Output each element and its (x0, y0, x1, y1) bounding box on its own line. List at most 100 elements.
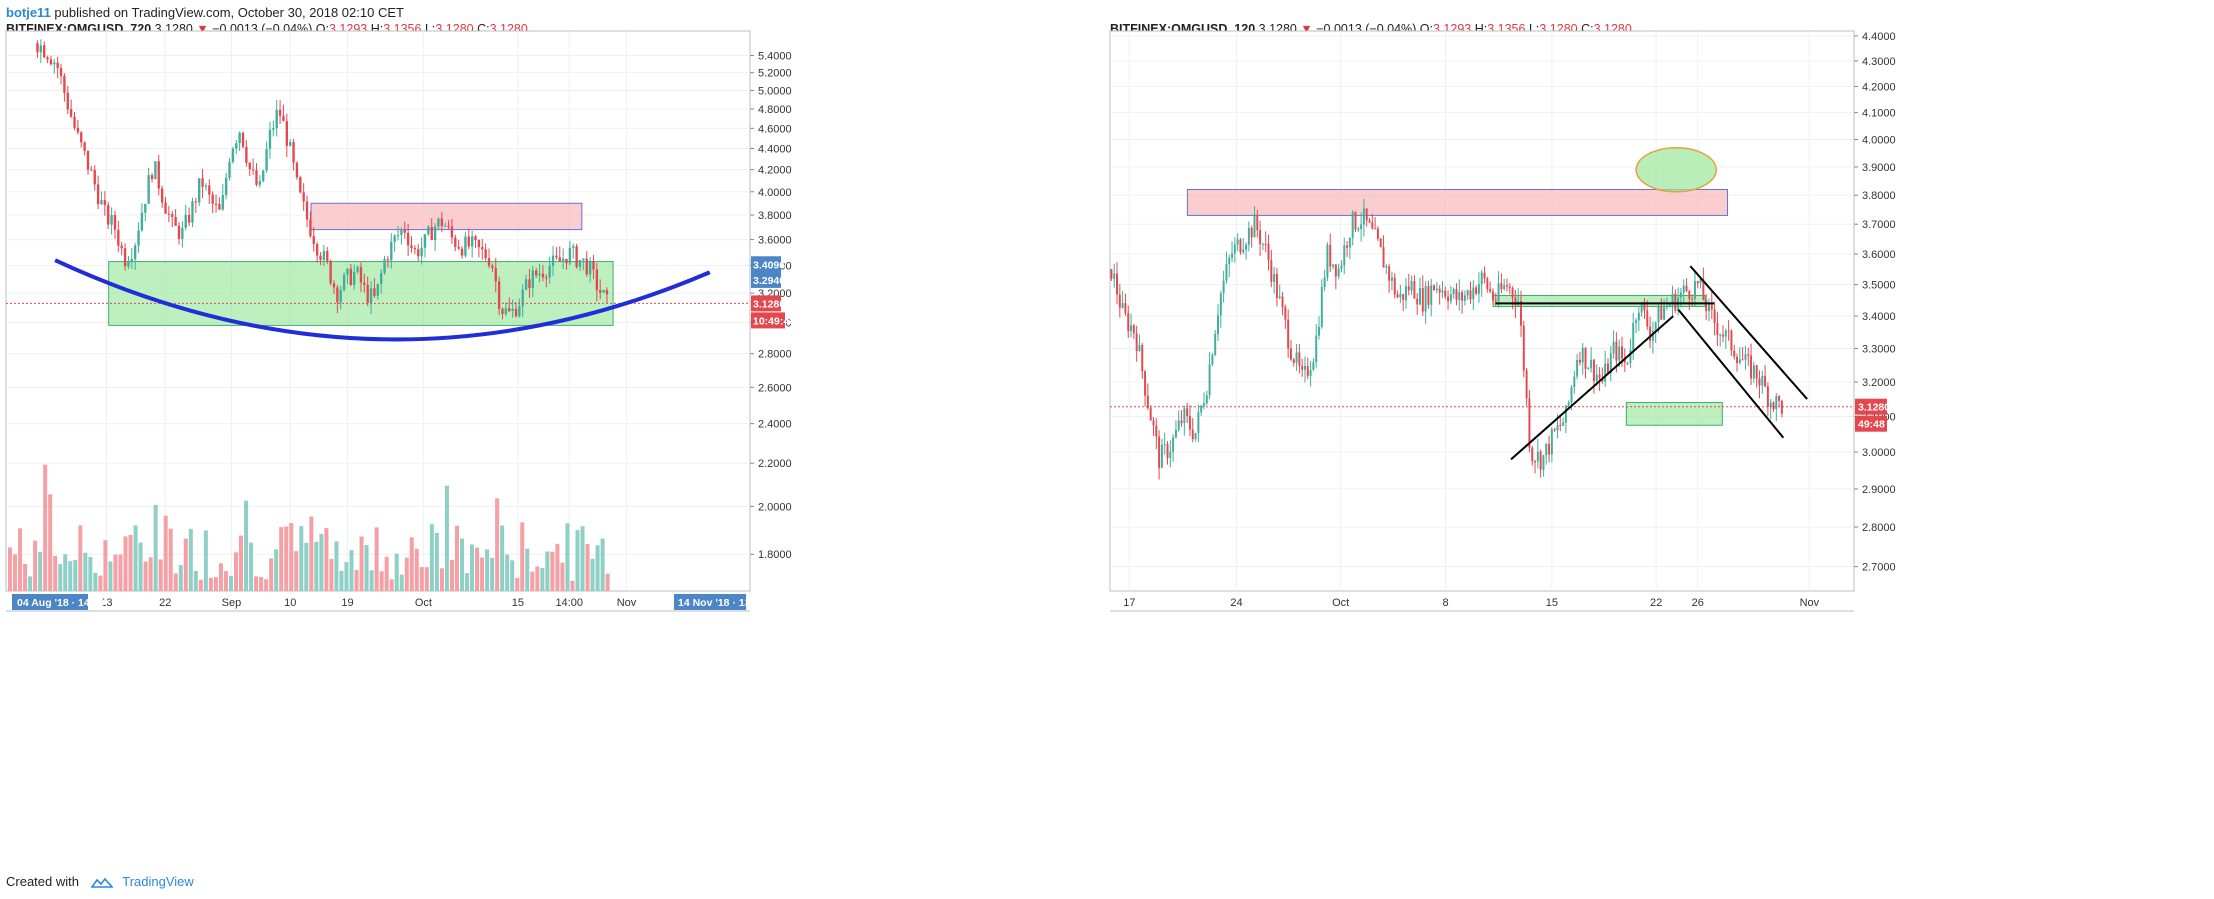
candle-body (150, 175, 154, 180)
volume-bar (354, 569, 359, 591)
candle-body (1281, 296, 1284, 307)
candle-body (1500, 283, 1503, 290)
candle-body (1163, 444, 1166, 446)
y-tick-label: 5.4000 (758, 51, 792, 63)
trend-line[interactable] (1689, 265, 1808, 400)
candle-body (251, 169, 255, 171)
x-tick-label: 26 (1692, 597, 1704, 609)
resistance-zone[interactable] (1186, 189, 1729, 216)
candle-body (1758, 378, 1761, 386)
y-tick-label: 4.2000 (1862, 81, 1896, 93)
candle-body (1626, 362, 1629, 364)
candle-body (1362, 208, 1365, 225)
volume-bar (28, 576, 33, 591)
volume-bar (590, 558, 595, 591)
volume-bar (454, 525, 459, 591)
candle-body (1329, 244, 1332, 267)
volume-bar (73, 559, 78, 591)
candle-body (1433, 285, 1436, 291)
candle-body (174, 216, 177, 226)
volume-bar (294, 551, 299, 591)
resistance-zone[interactable] (310, 202, 583, 231)
candle-body (238, 132, 241, 144)
price-label-bg (1855, 398, 1887, 415)
candle-body (558, 257, 561, 262)
y-tick-label: 2.8000 (1862, 522, 1896, 534)
candle-body (477, 240, 481, 248)
candle-body (541, 273, 545, 278)
volume-bar (439, 568, 444, 591)
candle-body (1424, 286, 1427, 312)
candle-body (1334, 264, 1337, 277)
support-zone[interactable] (1625, 402, 1723, 426)
candle-body (1421, 288, 1424, 312)
volume-bar (223, 571, 228, 591)
candle-body (1688, 291, 1691, 299)
tradingview-link[interactable]: TradingView (122, 874, 194, 889)
x-tick-label: 17 (1123, 597, 1135, 609)
candle-body (379, 272, 383, 284)
trend-line[interactable] (1677, 309, 1785, 439)
publish-info: botje11 published on TradingView.com, Oc… (6, 5, 404, 20)
candle-body (1278, 296, 1281, 299)
y-tick-label: 4.1000 (1862, 108, 1896, 120)
candle-body (1469, 290, 1472, 300)
candle-body (487, 258, 491, 266)
candle-body (127, 261, 130, 267)
candle-body (535, 270, 538, 276)
candle-body (1606, 363, 1609, 374)
candle-body (1197, 412, 1200, 433)
candle-body (1455, 289, 1458, 300)
volume-bar (163, 515, 168, 591)
candle-body (494, 268, 497, 282)
candle-body (1118, 294, 1121, 308)
candle-body (1646, 310, 1649, 327)
price-label: 3.2940 (753, 275, 785, 287)
candle-body (241, 132, 245, 147)
x-tick-label: 14:00 (555, 597, 583, 609)
candle-body (1404, 286, 1407, 301)
author-link[interactable]: botje11 (6, 5, 51, 20)
candle-body (1750, 355, 1753, 379)
volume-bar (148, 557, 153, 591)
candle-body (406, 232, 410, 246)
candle-body (1531, 447, 1534, 462)
y-tick-label: 3.4000 (1862, 311, 1896, 323)
volume-bar (123, 536, 128, 591)
candle-body (1141, 345, 1144, 372)
candle-body (1567, 402, 1570, 406)
candle-body (1441, 290, 1444, 293)
candle-body (538, 273, 541, 276)
candle-body (69, 109, 73, 117)
candle-body (1295, 352, 1298, 363)
y-tick-label: 1.8000 (758, 549, 792, 561)
y-tick-label: 2.9000 (1862, 484, 1896, 496)
volume-bar (103, 540, 108, 591)
volume-bar (470, 544, 475, 591)
y-tick-label: 4.4000 (1862, 31, 1896, 43)
volume-bar (555, 543, 560, 591)
candle-body (1208, 364, 1211, 396)
right-chart-panel[interactable]: BITFINEX:OMGUSD, 120 3.1280 ▼ −0.0013 (−… (1108, 0, 2214, 870)
candle-body (1545, 443, 1548, 456)
volume-bar (43, 464, 48, 591)
left-chart-canvas[interactable]: 5.4000 5.2000 5.0000 4.8000 4.6000 4.4000 4.20… (0, 0, 1108, 870)
candle-body (1654, 322, 1657, 331)
candle-body (1116, 273, 1118, 295)
candle-body (1722, 334, 1724, 337)
left-chart-panel[interactable]: BITFINEX:OMGUSD, 720 3.1280 ▼ −0.0013 (−… (0, 0, 1108, 870)
trend-line[interactable] (1510, 315, 1674, 461)
candle-body (177, 225, 181, 239)
volume-bar (449, 559, 454, 591)
candle-body (1584, 347, 1587, 369)
rounded-bottom-curve[interactable] (54, 258, 711, 342)
candle-body (1130, 325, 1133, 332)
candle-body (1393, 277, 1396, 295)
candle-body (201, 178, 204, 187)
candle-body (1635, 320, 1638, 324)
candle-body (1382, 247, 1385, 268)
candle-body (208, 185, 211, 195)
right-chart-canvas[interactable]: 4.4000 4.3000 4.2000 4.1000 4.0000 3.9000 3.80… (1108, 0, 2214, 870)
highlight-ellipse[interactable] (1635, 147, 1717, 193)
candle-body (49, 59, 53, 65)
